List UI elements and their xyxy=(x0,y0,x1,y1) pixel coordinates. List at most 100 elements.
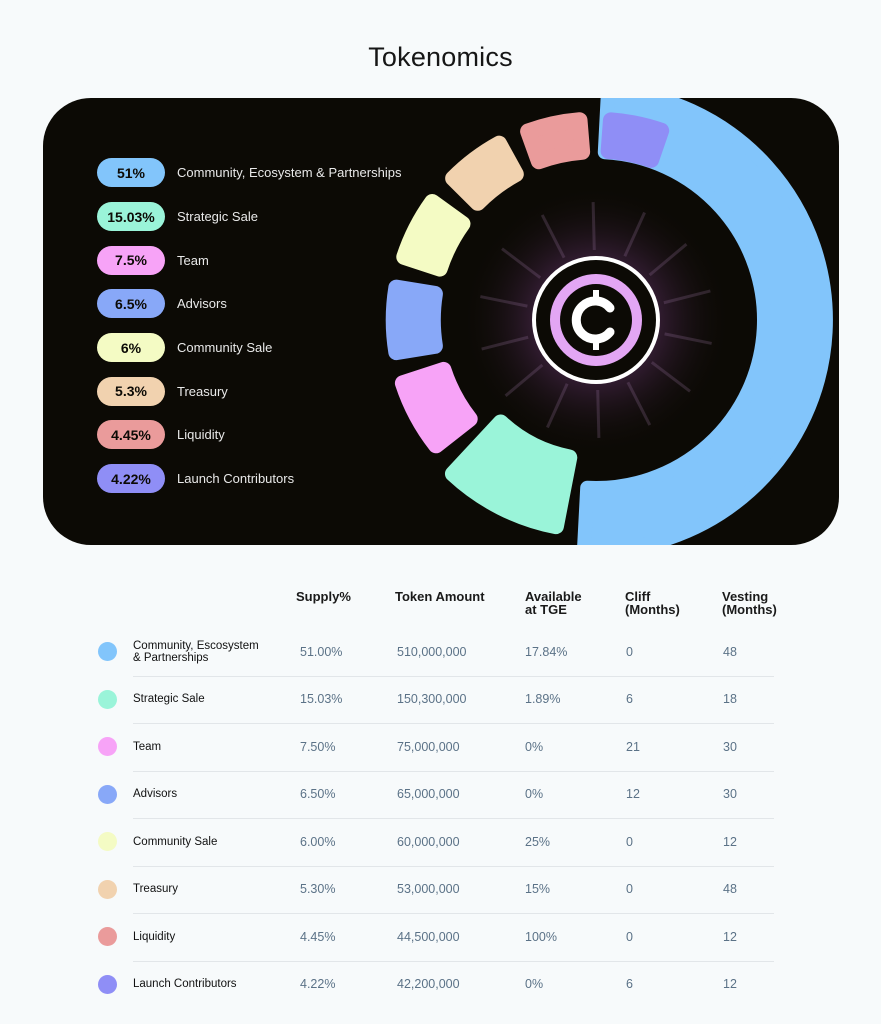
glow-ray xyxy=(591,201,596,251)
legend-label: Strategic Sale xyxy=(177,209,258,225)
donut-slice xyxy=(445,135,524,211)
row-vesting: 12 xyxy=(723,977,737,992)
legend-item: 7.5% Team xyxy=(97,238,401,282)
header-available-line2: at TGE xyxy=(525,602,567,617)
row-divider xyxy=(133,960,774,962)
table-row: Team 7.50% 75,000,000 0% 21 30 xyxy=(0,723,881,772)
row-tge: 100% xyxy=(525,929,557,944)
glow-ray xyxy=(664,332,712,345)
legend-label: Community Sale xyxy=(177,340,273,356)
donut-slice xyxy=(396,194,471,277)
coin-c-logo-icon xyxy=(550,274,642,366)
row-vesting: 48 xyxy=(723,644,737,659)
header-token-amount: Token Amount xyxy=(395,589,485,604)
legend-value-pill: 5.3% xyxy=(97,376,165,406)
legend-label: Team xyxy=(177,252,209,268)
row-tge: 25% xyxy=(525,834,551,849)
table-row: Strategic Sale 15.03% 150,300,000 1.89% 6 18 xyxy=(0,676,881,724)
row-supply: 15.03% xyxy=(300,692,343,707)
legend-label: Launch Contributors xyxy=(177,471,295,487)
row-name: Community, Escosystem & Partnerships xyxy=(133,640,283,664)
row-color-dot xyxy=(98,737,117,757)
glow-ray xyxy=(480,295,528,308)
donut-slice xyxy=(444,414,578,535)
row-supply: 4.45% xyxy=(300,929,336,944)
row-color-dot xyxy=(98,689,117,709)
row-vesting: 18 xyxy=(723,692,737,707)
row-name: Community Sale xyxy=(133,836,283,848)
header-vesting: Vesting (Months) xyxy=(722,590,777,616)
glow-ray xyxy=(623,211,646,257)
header-available-at-tge: Available at TGE xyxy=(525,590,582,616)
legend-value-pill: 6% xyxy=(97,333,165,363)
glow-ray xyxy=(596,389,601,439)
row-amount: 60,000,000 xyxy=(397,834,460,849)
row-tge: 1.89% xyxy=(525,692,561,707)
header-available-line1: Available xyxy=(525,589,582,604)
row-color-dot xyxy=(98,784,117,804)
row-vesting: 30 xyxy=(723,787,737,802)
glow-ray xyxy=(626,381,652,426)
row-tge: 17.84% xyxy=(525,644,568,659)
row-vesting: 48 xyxy=(723,882,737,897)
row-color-dot xyxy=(98,974,117,994)
donut-slice xyxy=(385,279,443,361)
row-color-dot xyxy=(98,832,117,852)
legend-value-pill: 51% xyxy=(97,158,165,188)
legend-item: 6% Community Sale xyxy=(97,326,401,370)
row-amount: 150,300,000 xyxy=(397,692,467,707)
header-cliff-line1: Cliff xyxy=(625,589,651,604)
row-name-line1: Advisors xyxy=(133,788,178,801)
table-row: Advisors 6.50% 65,000,000 0% 12 30 xyxy=(0,771,881,819)
row-name: Liquidity xyxy=(133,931,283,943)
row-cliff: 12 xyxy=(626,787,640,802)
glow-ray xyxy=(501,247,542,279)
row-supply: 6.00% xyxy=(300,834,336,849)
row-divider xyxy=(133,723,774,724)
row-tge: 0% xyxy=(525,787,544,802)
legend-value-pill: 15.03% xyxy=(97,202,165,232)
glow-ray xyxy=(663,289,711,305)
legend-label: Liquidity xyxy=(177,427,225,443)
row-name: Launch Contributors xyxy=(133,978,283,990)
donut-slice xyxy=(600,112,670,168)
donut-slice xyxy=(394,361,478,454)
row-tge: 15% xyxy=(525,882,551,897)
row-amount: 53,000,000 xyxy=(397,882,460,897)
glow-ray xyxy=(650,361,691,393)
header-supply: Supply% xyxy=(296,589,351,604)
glow-ray xyxy=(540,214,566,259)
row-supply: 7.50% xyxy=(300,739,336,754)
legend-value-pill: 7.5% xyxy=(97,245,165,275)
row-cliff: 6 xyxy=(626,692,633,707)
table-row: Treasury 5.30% 53,000,000 15% 0 48 xyxy=(0,866,881,914)
row-divider xyxy=(133,865,774,867)
row-name-line1: Team xyxy=(133,740,162,753)
row-name-line1: Treasury xyxy=(133,883,178,896)
row-name-line1: Community, Escosystem xyxy=(133,639,259,652)
legend-item: 4.22% Launch Contributors xyxy=(97,457,401,501)
row-tge: 0% xyxy=(525,977,544,992)
row-name: Advisors xyxy=(133,788,283,800)
row-color-dot xyxy=(98,927,117,947)
table-row: Community, Escosystem & Partnerships 51.00… xyxy=(0,628,881,677)
row-cliff: 0 xyxy=(626,644,633,659)
row-color-dot xyxy=(98,879,117,899)
row-amount: 75,000,000 xyxy=(397,739,460,754)
header-cliff: Cliff (Months) xyxy=(625,590,680,616)
header-vesting-line2: (Months) xyxy=(722,602,777,617)
row-name-line1: Liquidity xyxy=(133,930,176,943)
row-vesting: 30 xyxy=(723,739,737,754)
row-vesting: 12 xyxy=(723,834,737,849)
row-cliff: 0 xyxy=(626,882,633,897)
donut-slice xyxy=(520,112,591,170)
legend-item: 5.3% Treasury xyxy=(97,369,401,413)
table-row: Community Sale 6.00% 60,000,000 25% 0 12 xyxy=(0,818,881,867)
legend-value-pill: 6.5% xyxy=(97,289,165,319)
row-amount: 42,200,000 xyxy=(397,977,460,992)
page-title: Tokenomics xyxy=(368,42,513,72)
row-amount: 44,500,000 xyxy=(397,929,460,944)
glow-ray xyxy=(504,363,544,397)
row-vesting: 12 xyxy=(723,929,737,944)
row-divider xyxy=(133,770,774,772)
